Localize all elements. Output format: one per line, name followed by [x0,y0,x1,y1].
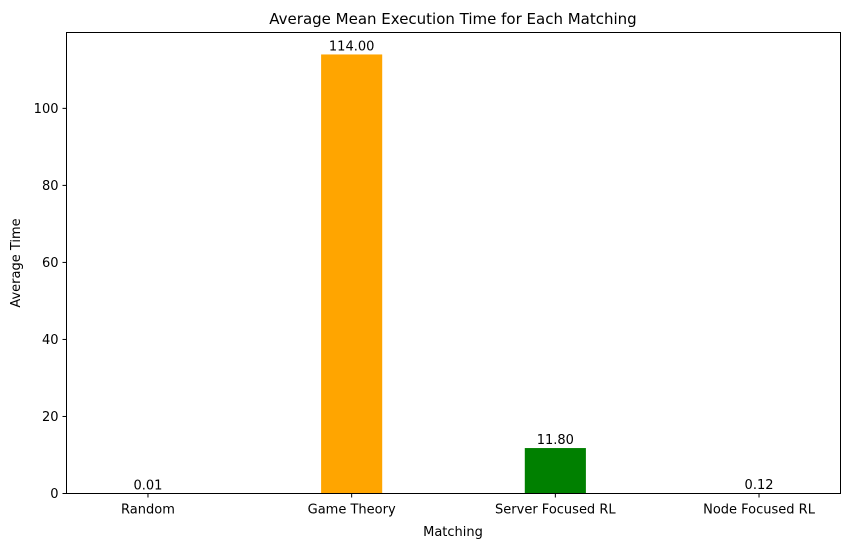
chart-title: Average Mean Execution Time for Each Mat… [269,10,636,28]
bars-group [117,54,790,494]
x-axis-label: Matching [423,525,483,540]
x-tick-label: Game Theory [308,503,396,518]
value-label-game-theory: 114.00 [329,39,375,54]
x-tick-label: Node Focused RL [703,503,816,518]
y-tick-label: 80 [42,179,59,194]
value-label-random: 0.01 [133,478,162,493]
x-tick-label: Server Focused RL [495,503,616,518]
plot-frame [66,32,841,494]
y-tick-label: 20 [42,410,59,425]
bar-game-theory [321,54,383,494]
bar-server-focused-rl [524,448,586,494]
bar-value-labels: 0.01 114.00 11.80 0.12 [133,39,773,493]
y-axis-ticks: 0 20 40 60 80 100 [34,102,67,502]
y-tick-label: 40 [42,333,59,348]
y-tick-label: 0 [50,487,58,502]
value-label-node-focused-rl: 0.12 [745,478,774,493]
y-tick-label: 100 [34,102,59,117]
x-tick-label: Random [121,503,175,518]
y-tick-label: 60 [42,256,59,271]
x-axis-ticks: Random Game Theory Server Focused RL Node F… [121,493,816,518]
y-axis-label: Average Time [9,218,24,307]
value-label-server-focused-rl: 11.80 [537,433,574,448]
